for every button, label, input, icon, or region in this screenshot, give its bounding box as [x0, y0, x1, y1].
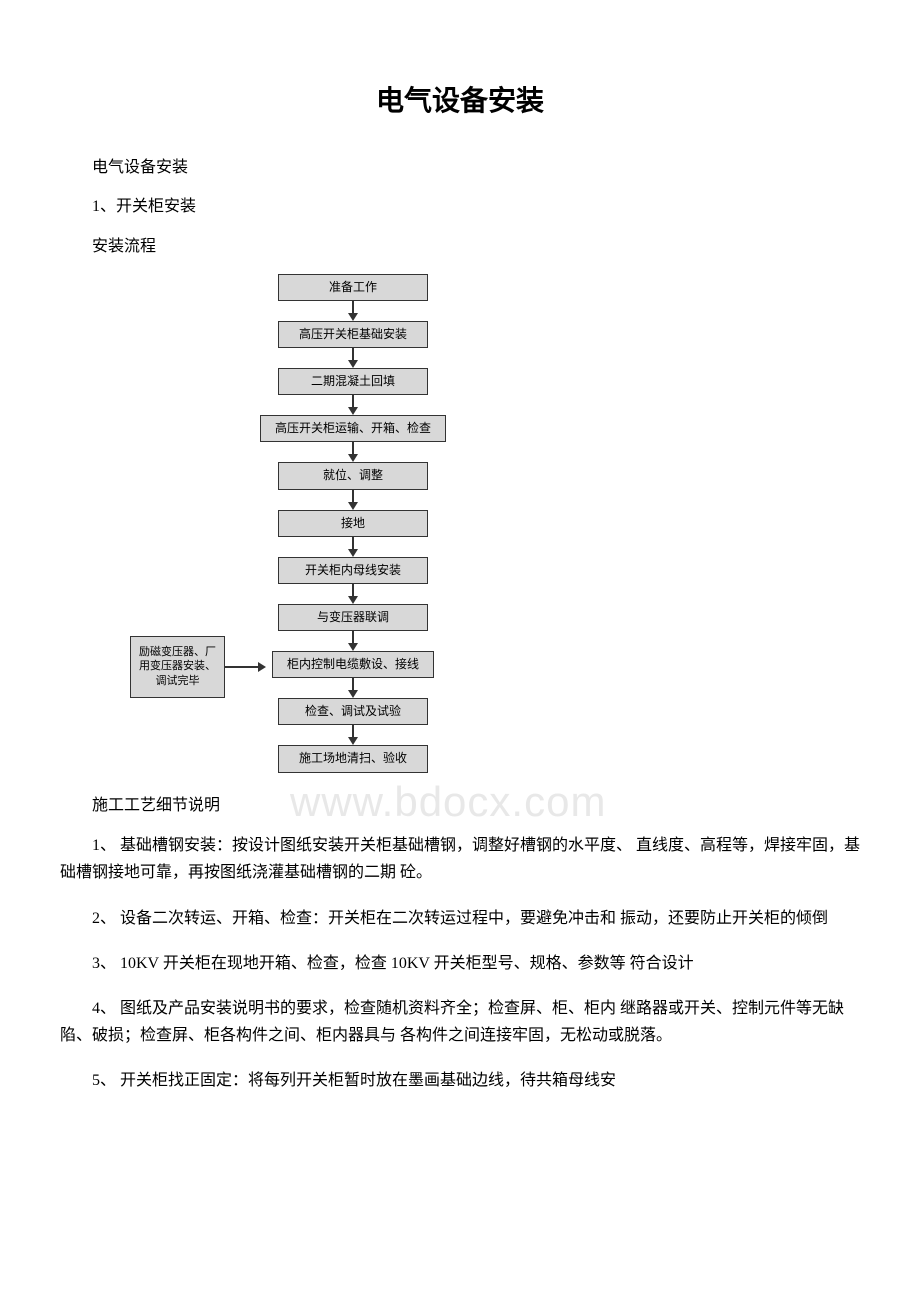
paragraph-3: 3、 10KV 开关柜在现地开箱、检查，检查 10KV 开关柜型号、规格、参数等… [60, 950, 860, 977]
flow-connector [348, 725, 358, 745]
flowchart-h-connector-arrow [258, 662, 266, 672]
flow-connector [348, 584, 358, 604]
flow-connector [348, 301, 358, 321]
flow-step: 高压开关柜基础安装 [278, 321, 428, 348]
flow-connector [348, 348, 358, 368]
intro-line-3: 安装流程 [60, 234, 860, 260]
document-title: 电气设备安装 [60, 80, 860, 125]
flow-step: 准备工作 [278, 274, 428, 301]
flow-connector [348, 490, 358, 510]
subtitle: 施工工艺细节说明 [60, 793, 860, 819]
paragraph-2: 2、 设备二次转运、开箱、检查：开关柜在二次转运过程中，要避免冲击和 振动，还要… [60, 905, 860, 932]
flow-step: 就位、调整 [278, 462, 428, 489]
flow-step: 接地 [278, 510, 428, 537]
flowchart-side-box: 励磁变压器、厂用变压器安装、调试完毕 [130, 636, 225, 698]
flow-step: 开关柜内母线安装 [278, 557, 428, 584]
flow-step: 柜内控制电缆敷设、接线 [272, 651, 434, 678]
flowchart-container: 励磁变压器、厂用变压器安装、调试完毕 准备工作 高压开关柜基础安装 二期混凝土回… [150, 274, 860, 773]
flowchart-main-column: 准备工作 高压开关柜基础安装 二期混凝土回填 高压开关柜运输、开箱、检查 就位、… [260, 274, 446, 773]
flow-connector [348, 442, 358, 462]
intro-line-2: 1、开关柜安装 [60, 194, 860, 220]
flow-step: 高压开关柜运输、开箱、检查 [260, 415, 446, 442]
flow-connector [348, 631, 358, 651]
flow-step: 检查、调试及试验 [278, 698, 428, 725]
flow-step: 与变压器联调 [278, 604, 428, 631]
flow-connector [348, 395, 358, 415]
paragraph-5: 5、 开关柜找正固定：将每列开关柜暂时放在墨画基础边线，待共箱母线安 [60, 1067, 860, 1094]
flow-step: 二期混凝土回填 [278, 368, 428, 395]
flow-connector [348, 537, 358, 557]
flow-connector [348, 678, 358, 698]
intro-line-1: 电气设备安装 [60, 155, 860, 181]
paragraph-4: 4、 图纸及产品安装说明书的要求，检查随机资料齐全；检查屏、柜、柜内 继路器或开… [60, 995, 860, 1049]
flow-step: 施工场地清扫、验收 [278, 745, 428, 772]
paragraph-1: 1、 基础槽钢安装：按设计图纸安装开关柜基础槽钢，调整好槽钢的水平度、 直线度、… [60, 832, 860, 886]
